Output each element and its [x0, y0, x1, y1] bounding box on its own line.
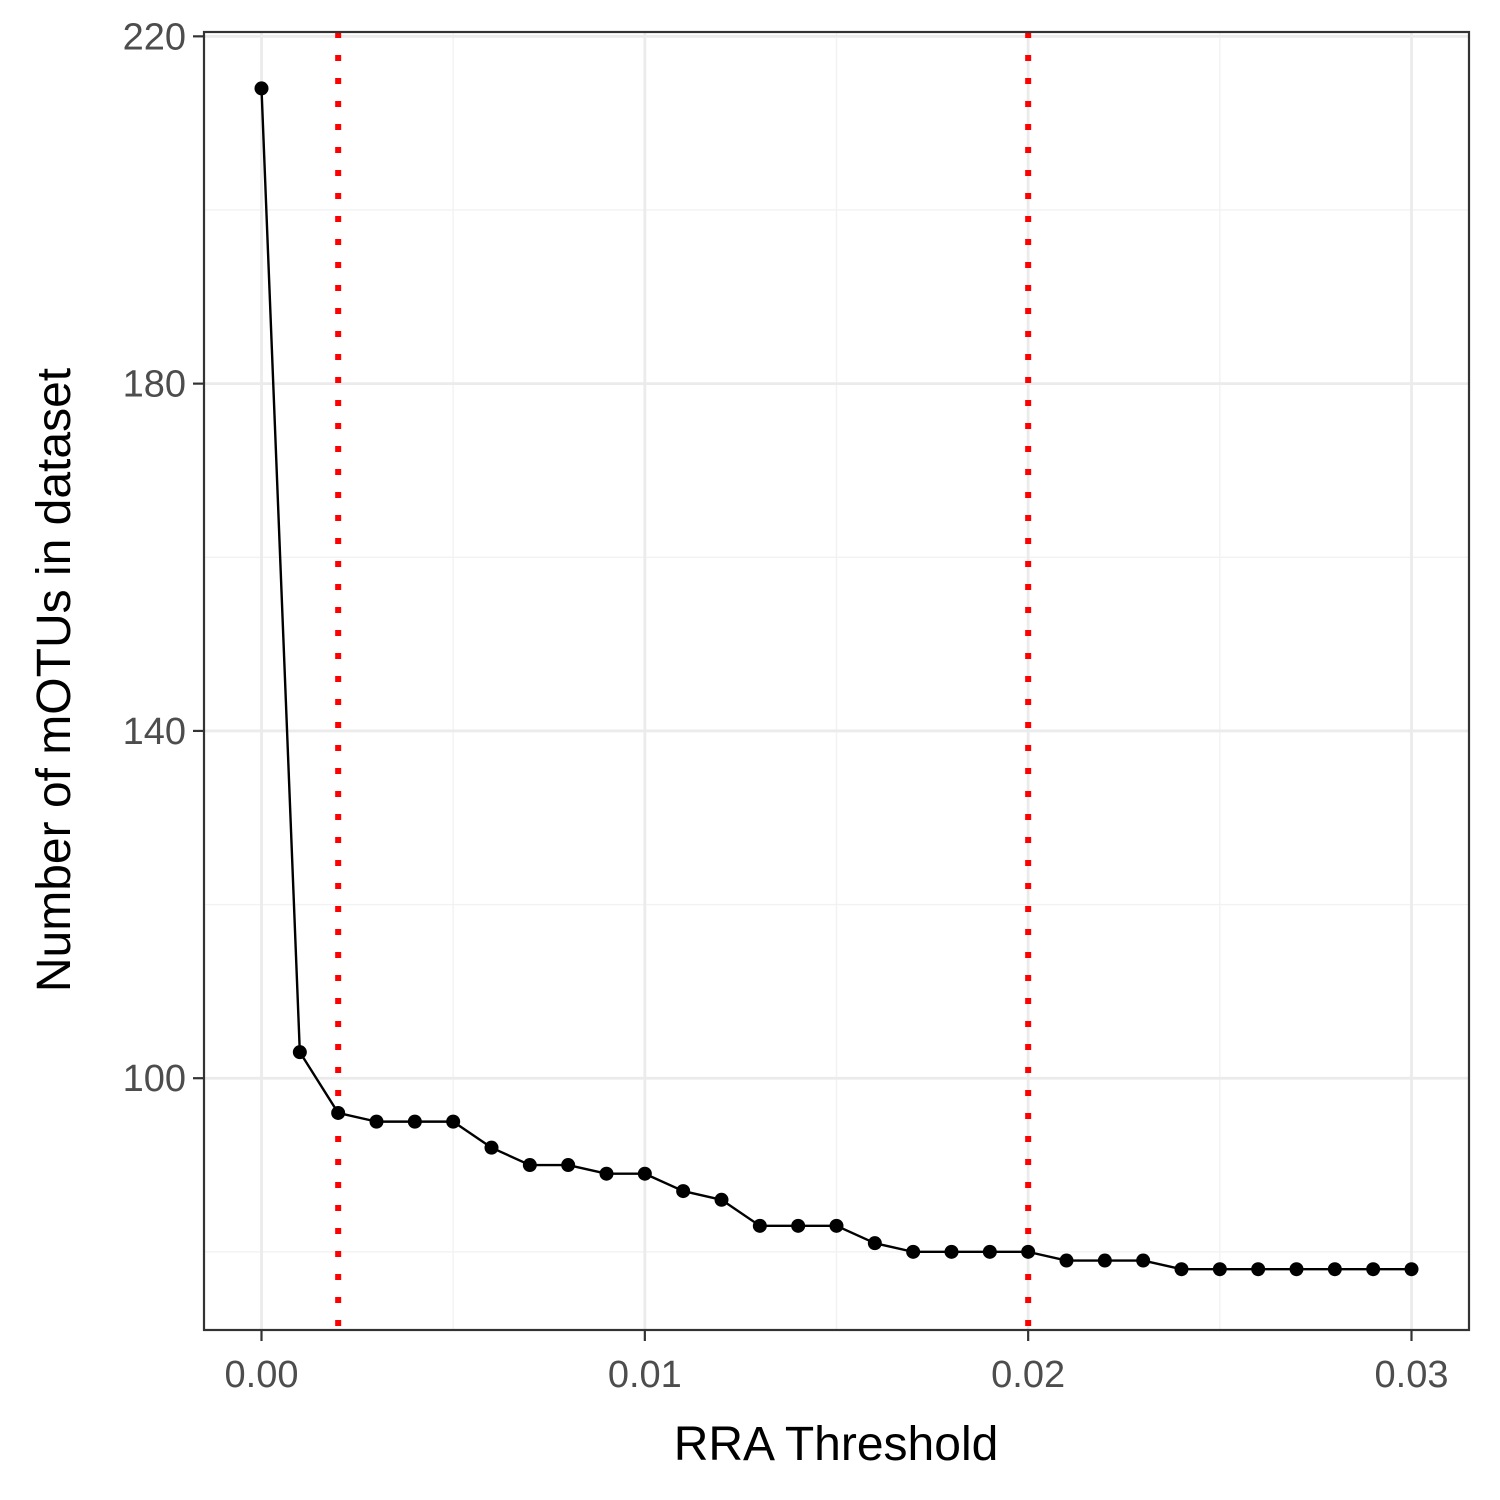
data-point	[561, 1158, 576, 1173]
data-point	[1289, 1262, 1304, 1277]
data-point	[407, 1114, 422, 1129]
data-series	[254, 81, 1419, 1277]
data-point	[1097, 1253, 1112, 1268]
data-point	[791, 1218, 806, 1233]
data-point	[1136, 1253, 1151, 1268]
data-point	[484, 1140, 499, 1155]
axes: 0.00 0.01 0.02 0.03 100 140 180 220	[123, 16, 1449, 1396]
data-point	[1366, 1262, 1381, 1277]
data-point	[1404, 1262, 1419, 1277]
x-axis-title: RRA Threshold	[674, 1418, 999, 1471]
x-tick-label: 0.00	[225, 1354, 299, 1396]
y-tick-label: 100	[123, 1058, 186, 1100]
data-point	[637, 1166, 652, 1181]
data-point	[599, 1166, 614, 1181]
data-point	[867, 1236, 882, 1251]
y-tick-label: 180	[123, 364, 186, 406]
data-point	[1174, 1262, 1189, 1277]
data-point	[1212, 1262, 1227, 1277]
data-point	[676, 1184, 691, 1199]
panel-border	[202, 30, 1471, 1332]
data-point	[522, 1158, 537, 1173]
y-axis-title: Number of mOTUs in dataset	[28, 368, 81, 992]
x-tick-label: 0.01	[608, 1354, 682, 1396]
data-point	[1059, 1253, 1074, 1268]
data-point	[906, 1244, 921, 1259]
data-point	[1327, 1262, 1342, 1277]
data-point	[292, 1045, 307, 1060]
data-point	[254, 81, 269, 96]
data-point	[829, 1218, 844, 1233]
x-tick-label: 0.03	[1375, 1354, 1449, 1396]
x-tick-label: 0.02	[991, 1354, 1065, 1396]
data-point	[982, 1244, 997, 1259]
data-point	[752, 1218, 767, 1233]
data-point	[944, 1244, 959, 1259]
data-point	[1021, 1244, 1036, 1259]
y-tick-label: 220	[123, 16, 186, 58]
data-point	[369, 1114, 384, 1129]
data-point	[714, 1192, 729, 1207]
data-point	[331, 1105, 346, 1120]
data-point	[1251, 1262, 1266, 1277]
data-point	[446, 1114, 461, 1129]
y-tick-label: 140	[123, 711, 186, 753]
